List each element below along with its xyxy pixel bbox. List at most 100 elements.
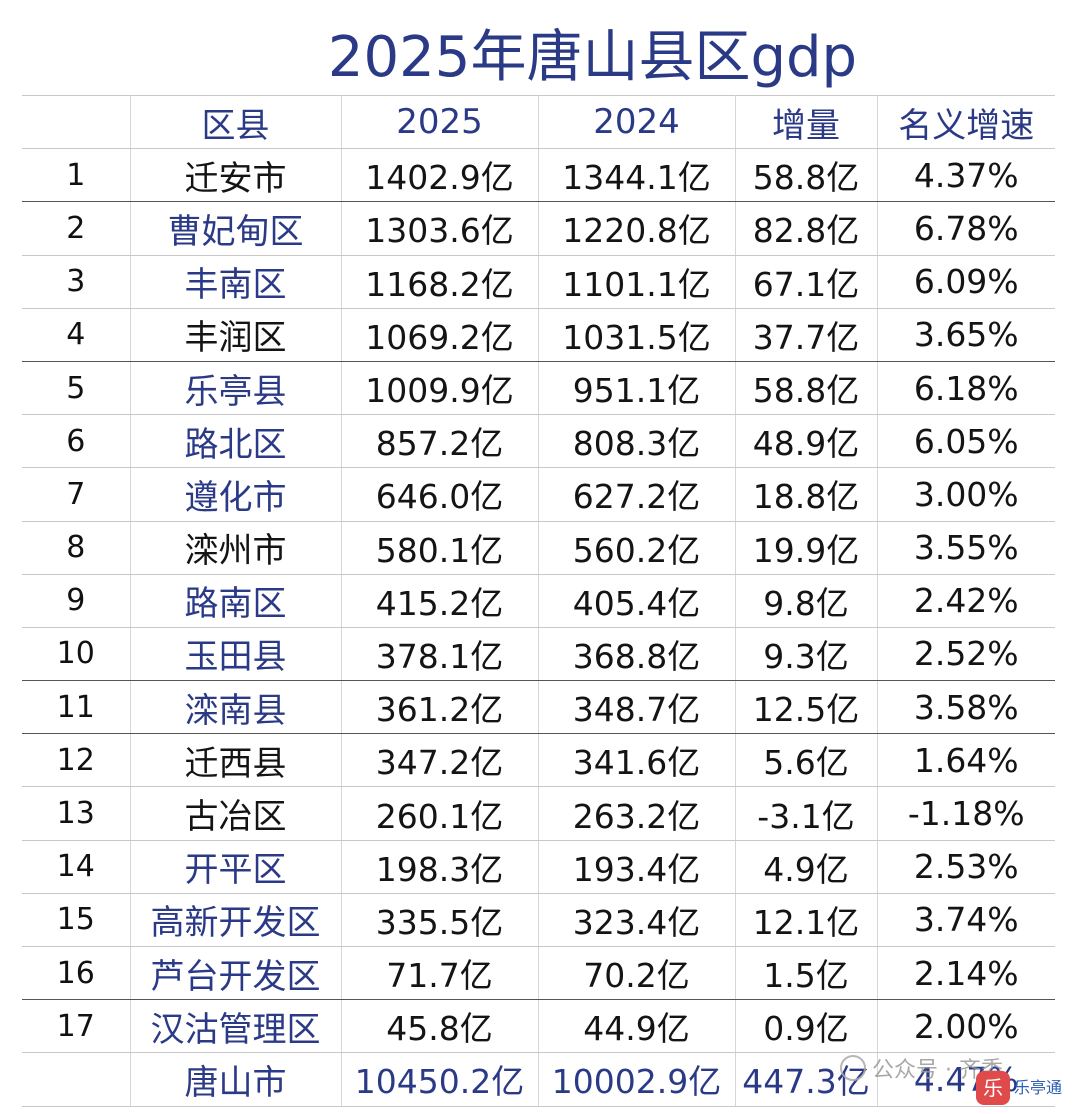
table-row: 6 路北区 857.2亿 808.3亿 48.9亿 6.05%: [22, 414, 1055, 469]
row-rank: 8: [22, 521, 131, 575]
row-increase: 37.7亿: [735, 308, 878, 362]
row-rank: 6: [22, 414, 131, 469]
table-row: 9 路南区 415.2亿 405.4亿 9.8亿 2.42%: [22, 574, 1055, 628]
row-growth-rate: 2.00%: [877, 999, 1055, 1054]
row-gdp-2024: 1344.1亿: [538, 148, 736, 203]
row-growth-rate: 6.78%: [877, 201, 1055, 256]
row-district-name: 乐亭县: [130, 361, 342, 416]
row-gdp-2024: 348.7亿: [538, 680, 736, 735]
row-growth-rate: 4.37%: [877, 148, 1055, 203]
wechat-icon: [840, 1055, 866, 1081]
table-row: 14 开平区 198.3亿 193.4亿 4.9亿 2.53%: [22, 840, 1055, 894]
row-gdp-2025: 71.7亿: [341, 946, 539, 1001]
row-rank: 9: [22, 574, 131, 628]
row-gdp-2025: 857.2亿: [341, 414, 539, 469]
row-gdp-2024: 627.2亿: [538, 467, 736, 522]
row-rank: 12: [22, 733, 131, 788]
total-name: 唐山市: [130, 1052, 342, 1107]
table-row: 12 迁西县 347.2亿 341.6亿 5.6亿 1.64%: [22, 733, 1055, 788]
row-gdp-2024: 1031.5亿: [538, 308, 736, 362]
table-row: 13 古冶区 260.1亿 263.2亿 -3.1亿 -1.18%: [22, 786, 1055, 841]
row-increase: 0.9亿: [735, 999, 878, 1054]
table-row: 4 丰润区 1069.2亿 1031.5亿 37.7亿 3.65%: [22, 308, 1055, 362]
row-rank: 15: [22, 893, 131, 948]
row-gdp-2024: 405.4亿: [538, 574, 736, 628]
row-increase: 12.1亿: [735, 893, 878, 948]
row-growth-rate: 1.64%: [877, 733, 1055, 788]
row-gdp-2024: 951.1亿: [538, 361, 736, 416]
row-gdp-2024: 808.3亿: [538, 414, 736, 469]
total-rank: [22, 1052, 131, 1107]
table-row: 8 滦州市 580.1亿 560.2亿 19.9亿 3.55%: [22, 521, 1055, 575]
table-row: 15 高新开发区 335.5亿 323.4亿 12.1亿 3.74%: [22, 893, 1055, 948]
row-gdp-2025: 260.1亿: [341, 786, 539, 841]
row-growth-rate: 3.55%: [877, 521, 1055, 575]
row-growth-rate: 3.65%: [877, 308, 1055, 362]
row-increase: 9.8亿: [735, 574, 878, 628]
row-rank: 11: [22, 680, 131, 735]
row-gdp-2025: 198.3亿: [341, 840, 539, 894]
row-gdp-2025: 347.2亿: [341, 733, 539, 788]
row-increase: 1.5亿: [735, 946, 878, 1001]
header-rank: [22, 94, 131, 150]
row-increase: 4.9亿: [735, 840, 878, 894]
row-gdp-2025: 1168.2亿: [341, 255, 539, 309]
app-watermark: 乐 乐亭通: [976, 1066, 1068, 1110]
row-district-name: 路南区: [130, 574, 342, 628]
row-rank: 16: [22, 946, 131, 1001]
row-district-name: 路北区: [130, 414, 342, 469]
row-rank: 13: [22, 786, 131, 841]
row-growth-rate: 3.00%: [877, 467, 1055, 522]
table-row: 11 滦南县 361.2亿 348.7亿 12.5亿 3.58%: [22, 680, 1055, 735]
header-district: 区县: [130, 94, 342, 150]
row-gdp-2024: 44.9亿: [538, 999, 736, 1054]
table-row: 5 乐亭县 1009.9亿 951.1亿 58.8亿 6.18%: [22, 361, 1055, 416]
row-rank: 17: [22, 999, 131, 1054]
row-growth-rate: 2.14%: [877, 946, 1055, 1001]
row-district-name: 迁安市: [130, 148, 342, 203]
row-gdp-2024: 263.2亿: [538, 786, 736, 841]
row-rank: 10: [22, 627, 131, 682]
row-district-name: 滦南县: [130, 680, 342, 735]
row-district-name: 曹妃甸区: [130, 201, 342, 256]
row-growth-rate: 6.05%: [877, 414, 1055, 469]
gdp-table: 区县 2025 2024 增量 名义增速 1 迁安市 1402.9亿 1344.1亿 5…: [22, 94, 1055, 1107]
row-growth-rate: 3.58%: [877, 680, 1055, 735]
total-gdp-2024: 10002.9亿: [538, 1052, 736, 1107]
table-row: 16 芦台开发区 71.7亿 70.2亿 1.5亿 2.14%: [22, 946, 1055, 1001]
table-header-row: 区县 2025 2024 增量 名义增速: [22, 94, 1055, 150]
header-increase: 增量: [735, 94, 878, 150]
row-district-name: 芦台开发区: [130, 946, 342, 1001]
row-rank: 7: [22, 467, 131, 522]
row-increase: 18.8亿: [735, 467, 878, 522]
row-gdp-2025: 378.1亿: [341, 627, 539, 682]
row-gdp-2025: 1303.6亿: [341, 201, 539, 256]
row-district-name: 丰南区: [130, 255, 342, 309]
row-increase: 9.3亿: [735, 627, 878, 682]
row-gdp-2025: 1402.9亿: [341, 148, 539, 203]
row-increase: 12.5亿: [735, 680, 878, 735]
row-gdp-2024: 1101.1亿: [538, 255, 736, 309]
row-gdp-2024: 193.4亿: [538, 840, 736, 894]
table-row: 17 汉沽管理区 45.8亿 44.9亿 0.9亿 2.00%: [22, 999, 1055, 1054]
row-increase: 67.1亿: [735, 255, 878, 309]
row-district-name: 开平区: [130, 840, 342, 894]
row-gdp-2025: 1009.9亿: [341, 361, 539, 416]
row-district-name: 汉沽管理区: [130, 999, 342, 1054]
total-row: 唐山市 10450.2亿 10002.9亿 447.3亿 4.47%: [22, 1052, 1055, 1107]
row-growth-rate: 3.74%: [877, 893, 1055, 948]
header-growth-rate: 名义增速: [877, 94, 1055, 150]
row-gdp-2024: 560.2亿: [538, 521, 736, 575]
row-gdp-2025: 335.5亿: [341, 893, 539, 948]
row-growth-rate: 2.42%: [877, 574, 1055, 628]
row-gdp-2025: 361.2亿: [341, 680, 539, 735]
row-district-name: 滦州市: [130, 521, 342, 575]
header-2024: 2024: [538, 94, 736, 150]
app-logo-icon: 乐: [976, 1071, 1010, 1105]
row-rank: 1: [22, 148, 131, 203]
row-gdp-2025: 580.1亿: [341, 521, 539, 575]
table-row: 1 迁安市 1402.9亿 1344.1亿 58.8亿 4.37%: [22, 148, 1055, 203]
row-increase: 58.8亿: [735, 148, 878, 203]
table-row: 3 丰南区 1168.2亿 1101.1亿 67.1亿 6.09%: [22, 255, 1055, 309]
row-district-name: 古冶区: [130, 786, 342, 841]
